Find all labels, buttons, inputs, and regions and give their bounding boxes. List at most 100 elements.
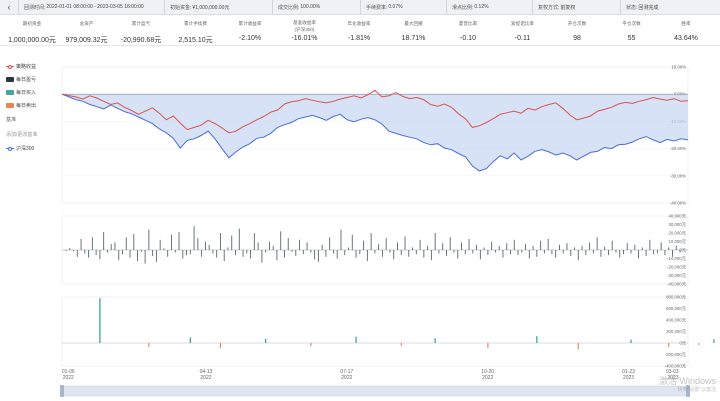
pnl-bar	[314, 250, 316, 260]
pnl-bar	[638, 250, 640, 259]
x-tick-label: 10-20	[481, 369, 494, 375]
slider-handle-right[interactable]	[686, 385, 690, 397]
legend-daily-buy[interactable]: 每日买入	[6, 86, 58, 99]
pnl-bar	[581, 245, 583, 250]
swatch-icon	[6, 77, 14, 82]
pnl-bar	[351, 234, 353, 250]
pnl-bar	[246, 250, 248, 254]
pnl-bar	[197, 238, 199, 250]
pnl-bar	[645, 250, 647, 256]
strategy-returns-line	[61, 89, 689, 134]
pnl-bar	[189, 250, 191, 255]
slippage-info: 滑点比例: 0.12%	[446, 0, 532, 15]
pnl-bar	[498, 245, 500, 250]
sell-bar	[148, 343, 150, 348]
sell-bar	[400, 343, 402, 346]
sell-bar	[668, 343, 670, 348]
legend-daily-sell[interactable]: 每日卖出	[6, 99, 58, 112]
pnl-bar	[660, 242, 662, 250]
pnl-bar	[76, 250, 78, 257]
pnl-bar	[272, 245, 274, 250]
pnl-bar	[679, 250, 681, 253]
stat-value: 43.64%	[674, 35, 698, 42]
stat-value: -0.11	[514, 35, 531, 42]
stat-label: 胜率	[681, 21, 691, 26]
slider-handle-left[interactable]	[60, 385, 64, 397]
pnl-bar	[378, 244, 380, 250]
pnl-bar	[212, 250, 214, 254]
stat-value: 98	[573, 35, 581, 42]
pnl-bar	[434, 233, 436, 250]
legend-hs300[interactable]: 沪深300	[6, 142, 58, 155]
pnl-bar	[340, 229, 342, 250]
pnl-bar	[186, 250, 187, 256]
stats-row: 期初资金 1,000,000.00元 总资产 979,009.32元 累计盈亏 -20,9…	[0, 15, 720, 46]
pnl-bar	[306, 242, 308, 250]
pnl-bar	[370, 233, 372, 250]
pnl-bar	[547, 238, 549, 250]
pnl-bar	[566, 243, 568, 250]
pnl-bar	[336, 250, 338, 259]
pnl-bar	[359, 250, 361, 255]
fill-ratio-info: 成交比例: 100.00%	[272, 0, 360, 15]
stat-value: -1.81%	[347, 35, 371, 42]
stat-value: 55	[627, 35, 636, 42]
pnl-bar	[88, 250, 90, 258]
x-tick-label: 03-03	[666, 369, 679, 375]
initial-capital-info: 初始资金: ¥1,000,000.00元	[164, 0, 272, 15]
y-tick-label: 200,000元	[666, 329, 687, 335]
legend-strategy-returns[interactable]: 策略收益	[6, 60, 58, 73]
pnl-bar	[415, 250, 417, 255]
pnl-bar	[619, 250, 621, 258]
pnl-bar	[664, 250, 666, 256]
y-tick-label: -40,000元	[667, 282, 687, 288]
pnl-bar	[634, 244, 636, 250]
pnl-bar	[295, 250, 297, 256]
y-tick-label: 0元	[679, 341, 686, 347]
pnl-bar	[80, 238, 82, 250]
pnl-bar	[449, 237, 451, 250]
stat-label: 夏普比率	[458, 21, 478, 26]
stat-value: -0.10	[460, 35, 476, 42]
pnl-bar	[615, 250, 617, 253]
pnl-bar	[389, 250, 391, 253]
pnl-bar	[517, 250, 519, 256]
pnl-bar	[140, 250, 142, 252]
pnl-bar	[317, 250, 319, 262]
y-tick-label: -200,000元	[665, 352, 687, 358]
pnl-bar	[404, 236, 406, 250]
pnl-bar	[513, 239, 515, 250]
pnl-bar	[521, 250, 523, 253]
pnl-bar	[487, 250, 489, 256]
pnl-bar	[144, 250, 146, 264]
add-benchmark-link[interactable]: 添加/更改基准	[6, 131, 38, 138]
legend-daily-pnl[interactable]: 每日盈亏	[6, 73, 58, 86]
pnl-bar	[510, 250, 511, 255]
pnl-bar	[329, 237, 331, 250]
pnl-bar	[457, 250, 459, 259]
pnl-bar	[250, 250, 252, 259]
backtest-period: 回测时间: 2022-01-01 08:00:00 - 2023-03-05 16…	[18, 0, 164, 15]
pnl-bar	[653, 250, 655, 255]
x-tick-year: 2022	[341, 375, 352, 381]
pnl-bar	[106, 250, 108, 253]
stat-value: -20,990.68元	[120, 37, 162, 44]
pnl-bar	[641, 247, 643, 250]
stat-label: 索提诺比率	[511, 21, 534, 26]
buy-bar	[189, 337, 191, 343]
pnl-bar	[171, 234, 172, 250]
zoom-slider[interactable]	[61, 385, 689, 397]
pnl-bar	[675, 245, 677, 250]
benchmark-area	[62, 94, 688, 171]
pnl-bar	[137, 250, 139, 262]
back-button[interactable]: ‹	[0, 0, 18, 15]
pnl-bar	[363, 240, 365, 250]
pnl-bar	[268, 241, 270, 250]
pnl-bar	[223, 250, 225, 262]
pnl-bar	[668, 247, 670, 250]
stat-value: 979,009.32元	[65, 37, 108, 44]
sell-bar	[310, 343, 312, 347]
pnl-bar	[393, 250, 395, 260]
pnl-bar	[148, 229, 150, 250]
